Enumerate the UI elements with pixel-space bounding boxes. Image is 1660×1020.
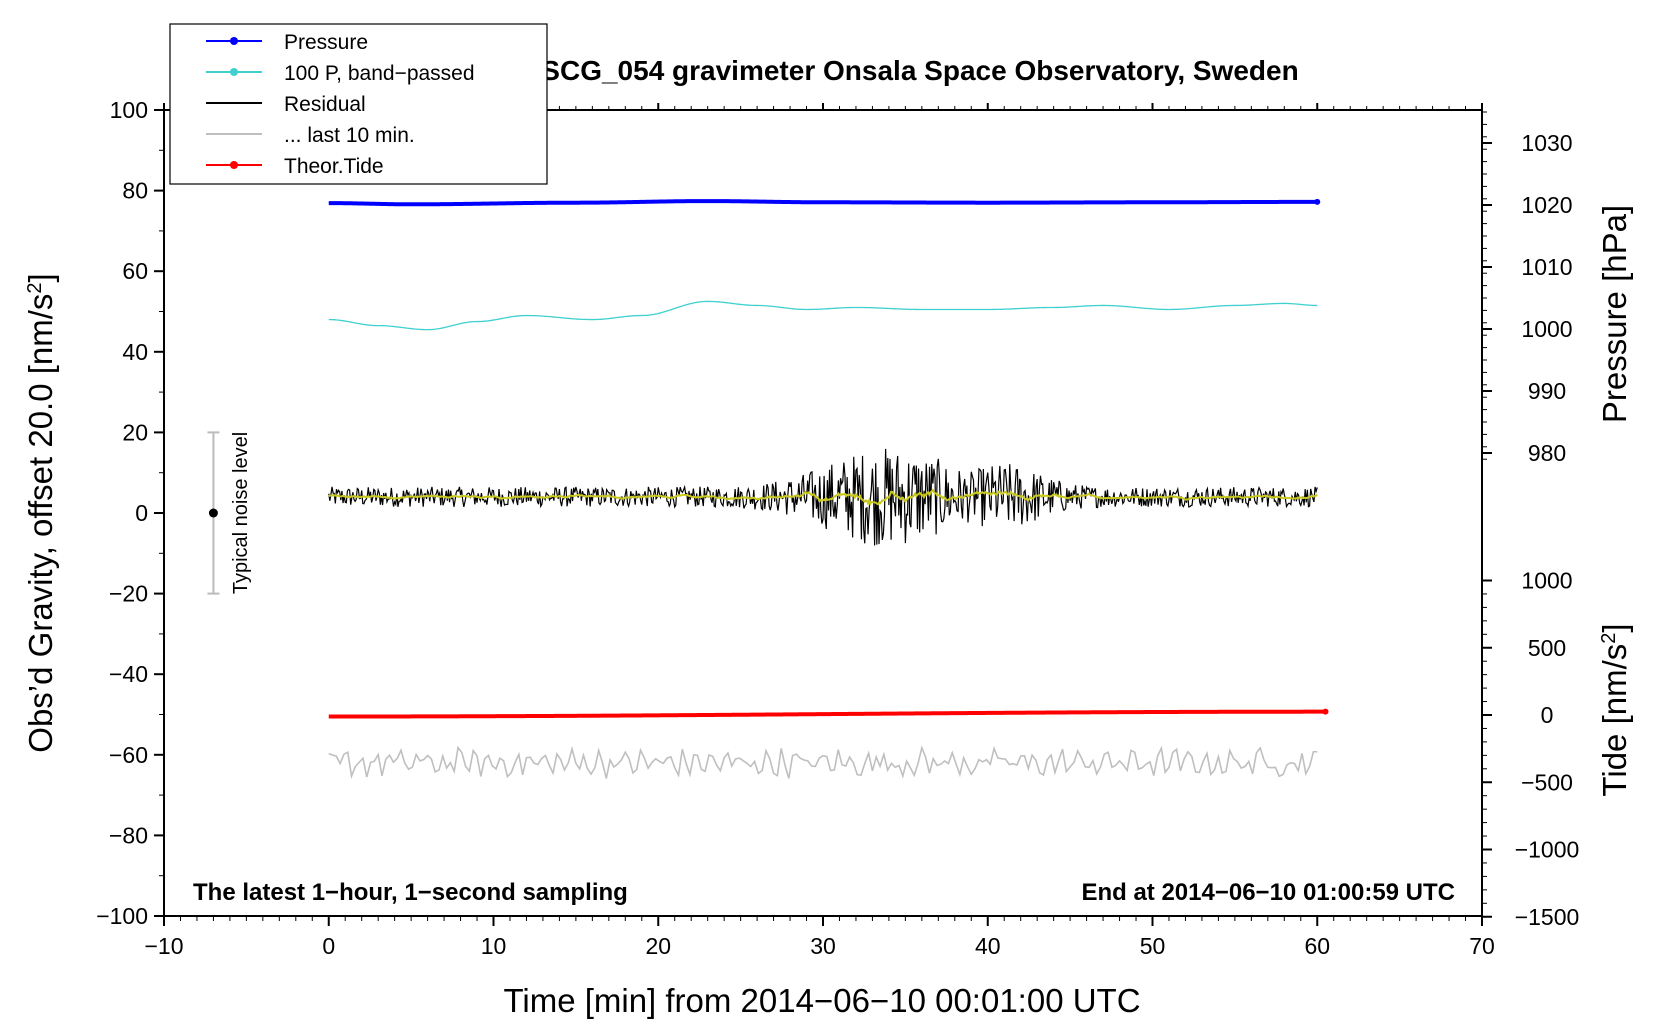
footer-left-note: The latest 1−hour, 1−second sampling bbox=[193, 879, 628, 906]
x-tick-label: 20 bbox=[645, 933, 671, 959]
series-line-1 bbox=[328, 300, 1318, 331]
y-tick-label: 60 bbox=[122, 258, 148, 284]
pressure-tick-label: 1020 bbox=[1521, 192, 1572, 218]
x-tick-label: 60 bbox=[1304, 933, 1330, 959]
pressure-tick-label: 1030 bbox=[1521, 130, 1572, 156]
pressure-tick-label: 980 bbox=[1528, 440, 1566, 466]
x-tick-label: 50 bbox=[1140, 933, 1166, 959]
tide-tick-label: 1000 bbox=[1521, 568, 1572, 594]
series-line-4 bbox=[328, 709, 1326, 719]
y-axis-label-pressure: Pressure [hPa] bbox=[1596, 205, 1633, 423]
y-tick-label: 20 bbox=[122, 419, 148, 445]
tide-tick-label: −1500 bbox=[1515, 904, 1580, 930]
legend-label-0: Pressure bbox=[284, 31, 368, 54]
y-tick-label: −60 bbox=[109, 742, 148, 768]
x-axis-label: Time [min] from 2014−06−10 00:01:00 UTC bbox=[503, 982, 1140, 1019]
legend-marker-1 bbox=[230, 68, 238, 76]
chart-title: SCG_054 gravimeter Onsala Space Observat… bbox=[541, 55, 1298, 86]
pressure-tick-label: 1000 bbox=[1521, 316, 1572, 342]
y-tick-label: −40 bbox=[109, 661, 148, 687]
pressure-tick-label: 1010 bbox=[1521, 254, 1572, 280]
legend-label-1: 100 P, band−passed bbox=[284, 62, 475, 85]
tide-tick-label: −1000 bbox=[1515, 837, 1580, 863]
series-line-0 bbox=[328, 199, 1318, 207]
x-tick-label: 40 bbox=[975, 933, 1001, 959]
y-tick-label: 0 bbox=[135, 500, 148, 526]
y-tick-label: 80 bbox=[122, 178, 148, 204]
noise-level-indicator bbox=[207, 431, 220, 595]
residual-smoothed-line bbox=[328, 488, 1318, 506]
footer-right-note: End at 2014−06−10 01:00:59 UTC bbox=[1081, 879, 1455, 906]
x-tick-label: −10 bbox=[144, 933, 183, 959]
y-tick-label: 40 bbox=[122, 339, 148, 365]
x-tick-label: 0 bbox=[322, 933, 335, 959]
y-axis-label-main: Obs’d Gravity, offset 20.0 [nm/s2] bbox=[22, 273, 59, 752]
x-tick-label: 30 bbox=[810, 933, 836, 959]
series-layer bbox=[328, 198, 1329, 780]
noise-bar-center-dot bbox=[208, 508, 218, 518]
y-tick-label: −80 bbox=[109, 822, 148, 848]
y-axis-label-tide: Tide [nm/s2] bbox=[1596, 623, 1633, 796]
tide-tick-label: 500 bbox=[1528, 635, 1566, 661]
legend-marker-0 bbox=[230, 37, 238, 45]
pressure-tick-label: 990 bbox=[1528, 378, 1566, 404]
legend-label-4: Theor.Tide bbox=[284, 155, 384, 178]
noise-level-label: Typical noise level bbox=[230, 432, 252, 594]
residual-line bbox=[328, 448, 1318, 546]
legend-label-3: ... last 10 min. bbox=[284, 124, 415, 147]
y-tick-label: −100 bbox=[96, 903, 148, 929]
series-end-marker-4 bbox=[1322, 708, 1329, 715]
y-tick-label: −20 bbox=[109, 581, 148, 607]
y-tick-label: 100 bbox=[110, 97, 148, 123]
legend-marker-4 bbox=[230, 161, 238, 169]
tide-tick-label: 0 bbox=[1541, 702, 1554, 728]
legend-label-2: Residual bbox=[284, 93, 366, 116]
x-tick-label: 70 bbox=[1469, 933, 1495, 959]
legend: Pressure 100 P, band−passed Residual ... la… bbox=[169, 23, 548, 185]
series-end-marker-0 bbox=[1314, 198, 1321, 205]
tick-layer: −10 0 10 20 30 40 50 60 70100806040200−20−40−60−… bbox=[96, 97, 1579, 959]
tide-tick-label: −500 bbox=[1521, 769, 1573, 795]
x-tick-label: 10 bbox=[481, 933, 507, 959]
last-10-min-line bbox=[328, 745, 1318, 780]
